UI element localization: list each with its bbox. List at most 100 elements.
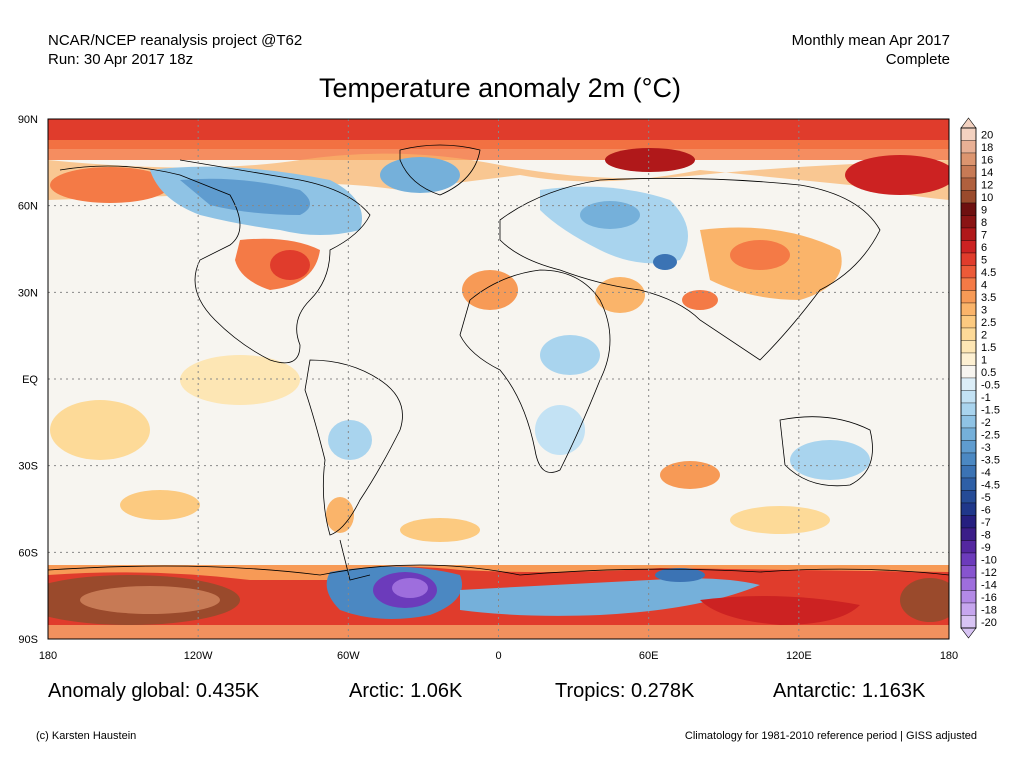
colorbar-swatch: [960, 402, 977, 416]
colorbar-swatch: [960, 440, 977, 454]
colorbar-swatch: [960, 590, 977, 604]
colorbar-level-label: 4.5: [981, 267, 996, 279]
latitude-labels: 90N 60N 30N EQ 30S 60S 90S: [18, 114, 39, 646]
colorbar-swatch: [960, 377, 977, 391]
colorbar-swatch: [960, 352, 977, 366]
colorbar-level-label: -1.5: [981, 404, 1000, 416]
colorbar-level-label: 20: [981, 129, 993, 141]
colorbar-swatch: [960, 327, 977, 341]
colorbar-level-label: 5: [981, 254, 987, 266]
colorbar-level-label: -5: [981, 492, 991, 504]
colorbar-level-label: 6: [981, 242, 987, 254]
colorbar-swatch: [960, 415, 977, 429]
colorbar-level-label: -4: [981, 467, 991, 479]
longitude-labels: 180 120W 60W 0 60E 120E 180: [39, 650, 958, 662]
colorbar-level-label: -14: [981, 579, 997, 591]
colorbar-level-label: -9: [981, 542, 991, 554]
colorbar-level-label: 3.5: [981, 292, 996, 304]
colorbar-swatch: [960, 202, 977, 216]
colorbar-level-label: 9: [981, 204, 987, 216]
colorbar-swatch: [960, 215, 977, 229]
map-title: Temperature anomaly 2m (°C): [319, 73, 681, 103]
colorbar-swatch: [960, 490, 977, 504]
colorbar-swatch: [960, 552, 977, 566]
colorbar-swatch: [960, 190, 977, 204]
colorbar-level-label: 3: [981, 304, 987, 316]
colorbar-swatch: [960, 515, 977, 529]
colorbar-swatch: [960, 140, 977, 154]
colorbar-level-label: -2: [981, 417, 991, 429]
run-info: NCAR/NCEP reanalysis project @T62 Run: 3…: [48, 31, 302, 69]
colorbar-level-label: 18: [981, 142, 993, 154]
colorbar-swatch: [960, 177, 977, 191]
colorbar-swatch: [960, 615, 977, 629]
colorbar-level-label: 1.5: [981, 342, 996, 354]
colorbar-level-label: 8: [981, 217, 987, 229]
colorbar-swatch: [960, 465, 977, 479]
colorbar-swatch: [960, 390, 977, 404]
stat-tropics: Tropics: 0.278K: [555, 680, 695, 702]
climatology-label: Climatology for 1981-2010 reference peri…: [684, 730, 977, 742]
lon-label: 120W: [184, 650, 213, 662]
colorbar-arrow-bottom: [960, 627, 977, 639]
status-label: Complete: [885, 51, 950, 68]
lat-label: 90N: [18, 114, 38, 126]
colorbar-level-label: 0.5: [981, 367, 996, 379]
colorbar-swatch: [960, 577, 977, 591]
anomaly-field: [48, 119, 949, 639]
stat-global: Anomaly global: 0.435K: [48, 680, 260, 702]
lon-label: 180: [39, 650, 57, 662]
colorbar-swatch: [960, 502, 977, 516]
colorbar-swatch: [960, 427, 977, 441]
period-info: Monthly mean Apr 2017 Complete: [792, 31, 950, 69]
colorbar-swatch: [960, 277, 977, 291]
graticule: [48, 119, 949, 639]
lat-label: 60S: [18, 547, 38, 559]
lat-label: EQ: [22, 374, 38, 386]
colorbar-swatch: [960, 152, 977, 166]
colorbar-level-label: -4.5: [981, 479, 1000, 491]
colorbar-swatch: [960, 127, 977, 141]
colorbar-swatch: [960, 165, 977, 179]
project-label: NCAR/NCEP reanalysis project @T62: [48, 32, 303, 49]
colorbar-level-label: 12: [981, 179, 993, 191]
colorbar-level-label: 2: [981, 329, 987, 341]
colorbar-frame: [960, 127, 977, 629]
colorbar-level-label: 10: [981, 192, 993, 204]
colorbar-swatch: [960, 227, 977, 241]
colorbar-level-label: -0.5: [981, 379, 1000, 391]
colorbar-level-label: -2.5: [981, 429, 1000, 441]
lon-label: 60W: [337, 650, 360, 662]
colorbar-level-label: 16: [981, 154, 993, 166]
colorbar-level-label: -16: [981, 592, 997, 604]
lon-label: 0: [495, 650, 501, 662]
colorbar-swatch: [960, 602, 977, 616]
colorbar-level-label: 4: [981, 279, 987, 291]
colorbar-level-label: 7: [981, 229, 987, 241]
colorbar-swatch: [960, 340, 977, 354]
colorbar-level-label: 2.5: [981, 317, 996, 329]
colorbar-swatch: [960, 477, 977, 491]
colorbar-level-label: -3.5: [981, 454, 1000, 466]
lat-label: 30S: [18, 461, 38, 473]
colorbar-level-label: 1: [981, 354, 987, 366]
lon-label: 120E: [786, 650, 812, 662]
stat-antarctic: Antarctic: 1.163K: [773, 680, 926, 702]
colorbar-swatch: [960, 527, 977, 541]
colorbar-swatch: [960, 315, 977, 329]
colorbar-swatch: [960, 302, 977, 316]
colorbar-level-label: -20: [981, 617, 997, 629]
copyright-label: (c) Karsten Haustein: [36, 730, 137, 742]
lon-label: 60E: [639, 650, 659, 662]
colorbar-swatch: [960, 452, 977, 466]
colorbar-swatch: [960, 290, 977, 304]
colorbar-swatch: [960, 565, 977, 579]
colorbar-swatch: [960, 265, 977, 279]
colorbar-level-label: -8: [981, 529, 991, 541]
colorbar-level-label: -3: [981, 442, 991, 454]
lat-label: 90S: [18, 634, 38, 646]
colorbar-level-label: -6: [981, 504, 991, 516]
period-label: Monthly mean Apr 2017: [791, 32, 950, 49]
colorbar-swatch: [960, 540, 977, 554]
